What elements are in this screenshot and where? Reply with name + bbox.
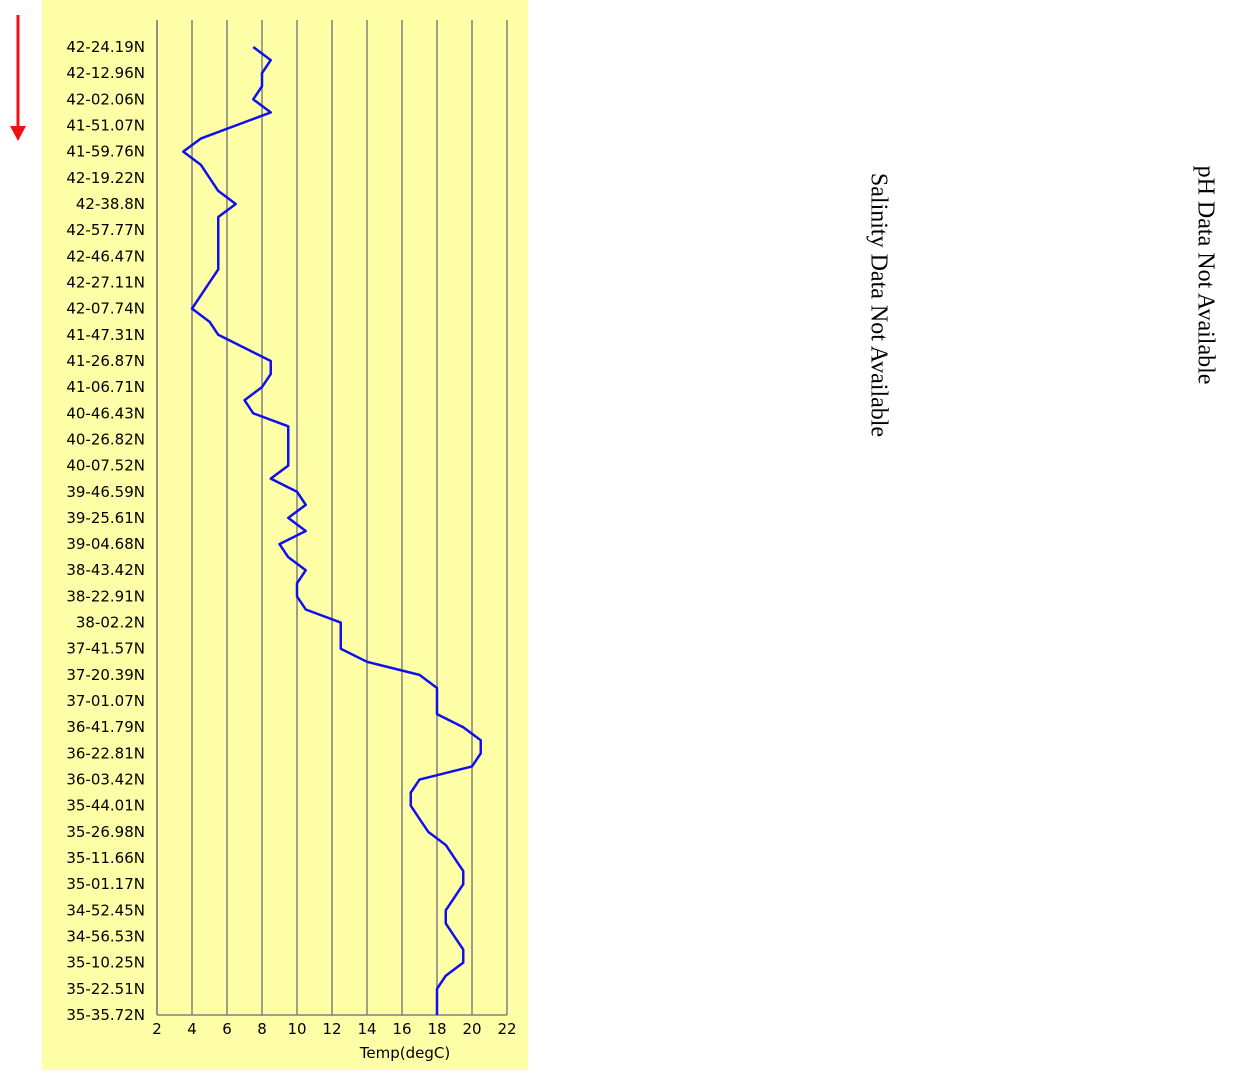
y-tick-label: 42-38.8N: [76, 195, 145, 213]
y-tick-label: 42-57.77N: [66, 221, 145, 239]
x-tick-label: 16: [392, 1020, 411, 1038]
x-axis-label: Temp(degC): [359, 1044, 450, 1062]
x-tick-label: 22: [497, 1020, 516, 1038]
y-tick-label: 35-10.25N: [66, 954, 145, 972]
x-tick-label: 2: [152, 1020, 162, 1038]
x-tick-label: 18: [427, 1020, 446, 1038]
y-tick-label: 41-59.76N: [66, 143, 145, 161]
y-tick-label: 41-47.31N: [66, 326, 145, 344]
y-tick-label: 35-01.17N: [66, 875, 145, 893]
y-tick-label: 42-02.06N: [66, 90, 145, 108]
y-tick-label: 36-41.79N: [66, 718, 145, 736]
y-tick-label: 42-19.22N: [66, 169, 145, 187]
y-tick-label: 42-24.19N: [66, 38, 145, 56]
annotation: Salinity Data Not Available: [865, 173, 891, 437]
x-tick-label: 6: [222, 1020, 232, 1038]
y-tick-label: 38-43.42N: [66, 561, 145, 579]
y-tick-label: 42-12.96N: [66, 64, 145, 82]
y-tick-label: 35-44.01N: [66, 797, 145, 815]
y-tick-label: 40-46.43N: [66, 404, 145, 422]
y-tick-label: 39-04.68N: [66, 535, 145, 553]
line: [182, 45, 482, 1015]
y-tick-label: 41-51.07N: [66, 116, 145, 134]
y-tick-label: 42-07.74N: [66, 300, 145, 318]
y-tick-label: 35-35.72N: [66, 1006, 145, 1024]
x-tick-label: 12: [322, 1020, 341, 1038]
x-tick-label: 8: [257, 1020, 267, 1038]
y-tick-label: 41-06.71N: [66, 378, 145, 396]
x-tick-label: 4: [187, 1020, 197, 1038]
x-tick-label: 14: [357, 1020, 376, 1038]
chart-background: [42, 0, 528, 1070]
y-tick-label: 35-26.98N: [66, 823, 145, 841]
y-tick-label: 35-22.51N: [66, 980, 145, 998]
y-tick-label: 36-22.81N: [66, 744, 145, 762]
y-tick-label: 34-56.53N: [66, 928, 145, 946]
y-tick-label: 42-27.11N: [66, 273, 145, 291]
y-tick-label: 38-22.91N: [66, 587, 145, 605]
y-tick-label: 37-41.57N: [66, 640, 145, 658]
y-tick-label: 39-46.59N: [66, 483, 145, 501]
arrow-head: [10, 126, 26, 141]
y-tick-label: 37-20.39N: [66, 666, 145, 684]
y-tick-label: 38-02.2N: [76, 614, 145, 632]
y-tick-label: 40-07.52N: [66, 457, 145, 475]
y-tick-label: 39-25.61N: [66, 509, 145, 527]
y-tick-label: 41-26.87N: [66, 352, 145, 370]
y-tick-label: 34-52.45N: [66, 901, 145, 919]
y-tick-label: 37-01.07N: [66, 692, 145, 710]
y-tick-label: 36-03.42N: [66, 771, 145, 789]
x-tick-label: 10: [287, 1020, 306, 1038]
y-tick-label: 35-11.66N: [66, 849, 145, 867]
y-tick-label: 40-26.82N: [66, 430, 145, 448]
y-tick-label: 42-46.47N: [66, 247, 145, 265]
x-tick-label: 20: [462, 1020, 481, 1038]
annotation: pH Data Not Available: [1192, 166, 1218, 385]
